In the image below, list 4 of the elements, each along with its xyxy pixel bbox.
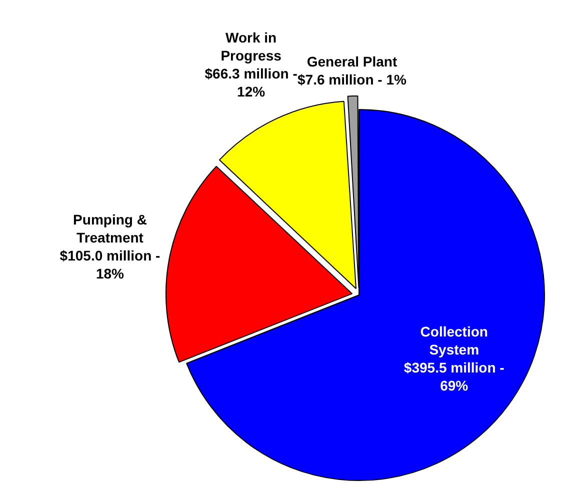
- slice-label: General Plant $7.6 million - 1%: [298, 53, 407, 88]
- slice-label: Pumping & Treatment $105.0 million - 18%: [60, 211, 161, 282]
- slice-label: Collection System $395.5 million - 69%: [404, 324, 505, 394]
- slice-label: Work in Progress $66.3 million - 12%: [204, 29, 298, 100]
